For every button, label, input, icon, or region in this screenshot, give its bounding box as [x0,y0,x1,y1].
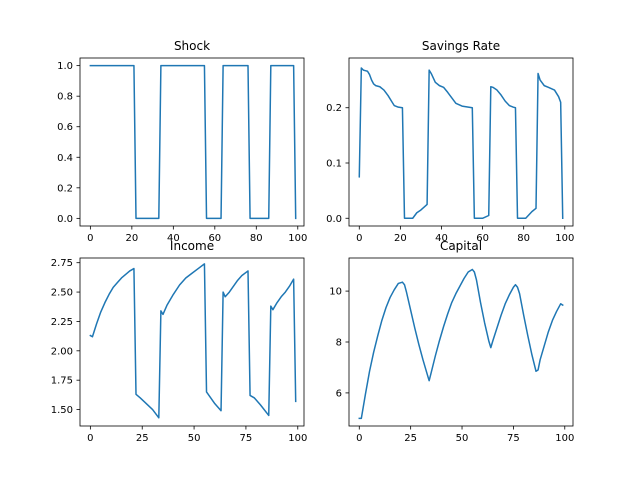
savings-rate-x-tick-label: 0 [356,233,362,244]
shock-y-tick-label: 0.8 [57,92,73,103]
shock-series-line [89,64,297,220]
capital-y-tick-label: 10 [329,287,342,298]
capital-x-tick-label: 75 [507,433,520,444]
income-x-tick-label: 75 [240,433,253,444]
capital-y-tick-label: 8 [336,338,342,349]
income-x-tick-label: 50 [188,433,201,444]
income-x-tick-label: 0 [87,433,93,444]
savings-rate-title: Savings Rate [422,39,500,53]
income-x-tick-label: 25 [136,433,149,444]
savings-rate-subplot: 0 20 40 60 80 100 0.0 0.1 0.2 Savings Rate [326,39,574,244]
shock-subplot: 0 20 40 60 80 100 0.0 0.2 0.4 0.6 0.8 1.0 Shock [57,39,307,244]
income-y-tick-label: 2.75 [51,258,73,269]
shock-x-tick-label: 0 [87,233,93,244]
savings-rate-x-tick-label: 60 [476,233,489,244]
savings-rate-y-tick-label: 0.2 [326,103,342,114]
income-x-tick-label: 100 [288,433,307,444]
income-y-tick-label: 2.00 [51,346,73,357]
shock-y-tick-label: 0.6 [57,122,73,133]
shock-x-tick-label: 100 [288,233,307,244]
income-axes-frame [79,257,305,427]
income-y-tick-label: 1.50 [51,405,73,416]
income-y-tick-label: 2.25 [51,317,73,328]
shock-x-tick-label: 20 [125,233,138,244]
capital-subplot: 0 25 50 75 100 6 8 10 Capital [329,239,574,444]
shock-x-tick-label: 40 [167,233,180,244]
savings-rate-series-line [358,67,564,220]
capital-series-line [358,268,564,420]
shock-axes-frame [79,57,305,227]
shock-y-tick-label: 0.0 [57,214,73,225]
capital-x-tick-label: 50 [456,433,469,444]
savings-rate-y-tick-label: 0.1 [326,159,342,170]
shock-title: Shock [174,39,210,53]
income-y-tick-label: 2.50 [51,288,73,299]
savings-rate-x-tick-label: 20 [394,233,407,244]
savings-rate-x-tick-label: 100 [555,233,574,244]
income-subplot: 0 25 50 75 100 1.50 1.75 2.00 2.25 2.50 2.75 Income [51,239,308,444]
savings-rate-x-tick-label: 40 [435,233,448,244]
capital-x-tick-label: 100 [555,433,574,444]
income-series-line [89,263,297,419]
shock-y-tick-label: 1.0 [57,61,73,72]
capital-x-tick-label: 25 [404,433,417,444]
capital-title: Capital [440,239,482,253]
shock-x-tick-label: 60 [208,233,221,244]
income-title: Income [170,239,214,253]
shock-y-tick-label: 0.2 [57,183,73,194]
savings-rate-x-tick-label: 80 [517,233,530,244]
capital-y-tick-label: 6 [336,388,342,399]
income-y-tick-label: 1.75 [51,376,73,387]
savings-rate-axes-frame [348,57,574,227]
shock-y-tick-label: 0.4 [57,153,73,164]
savings-rate-y-tick-label: 0.0 [326,214,342,225]
shock-x-tick-label: 80 [250,233,263,244]
capital-x-tick-label: 0 [356,433,362,444]
